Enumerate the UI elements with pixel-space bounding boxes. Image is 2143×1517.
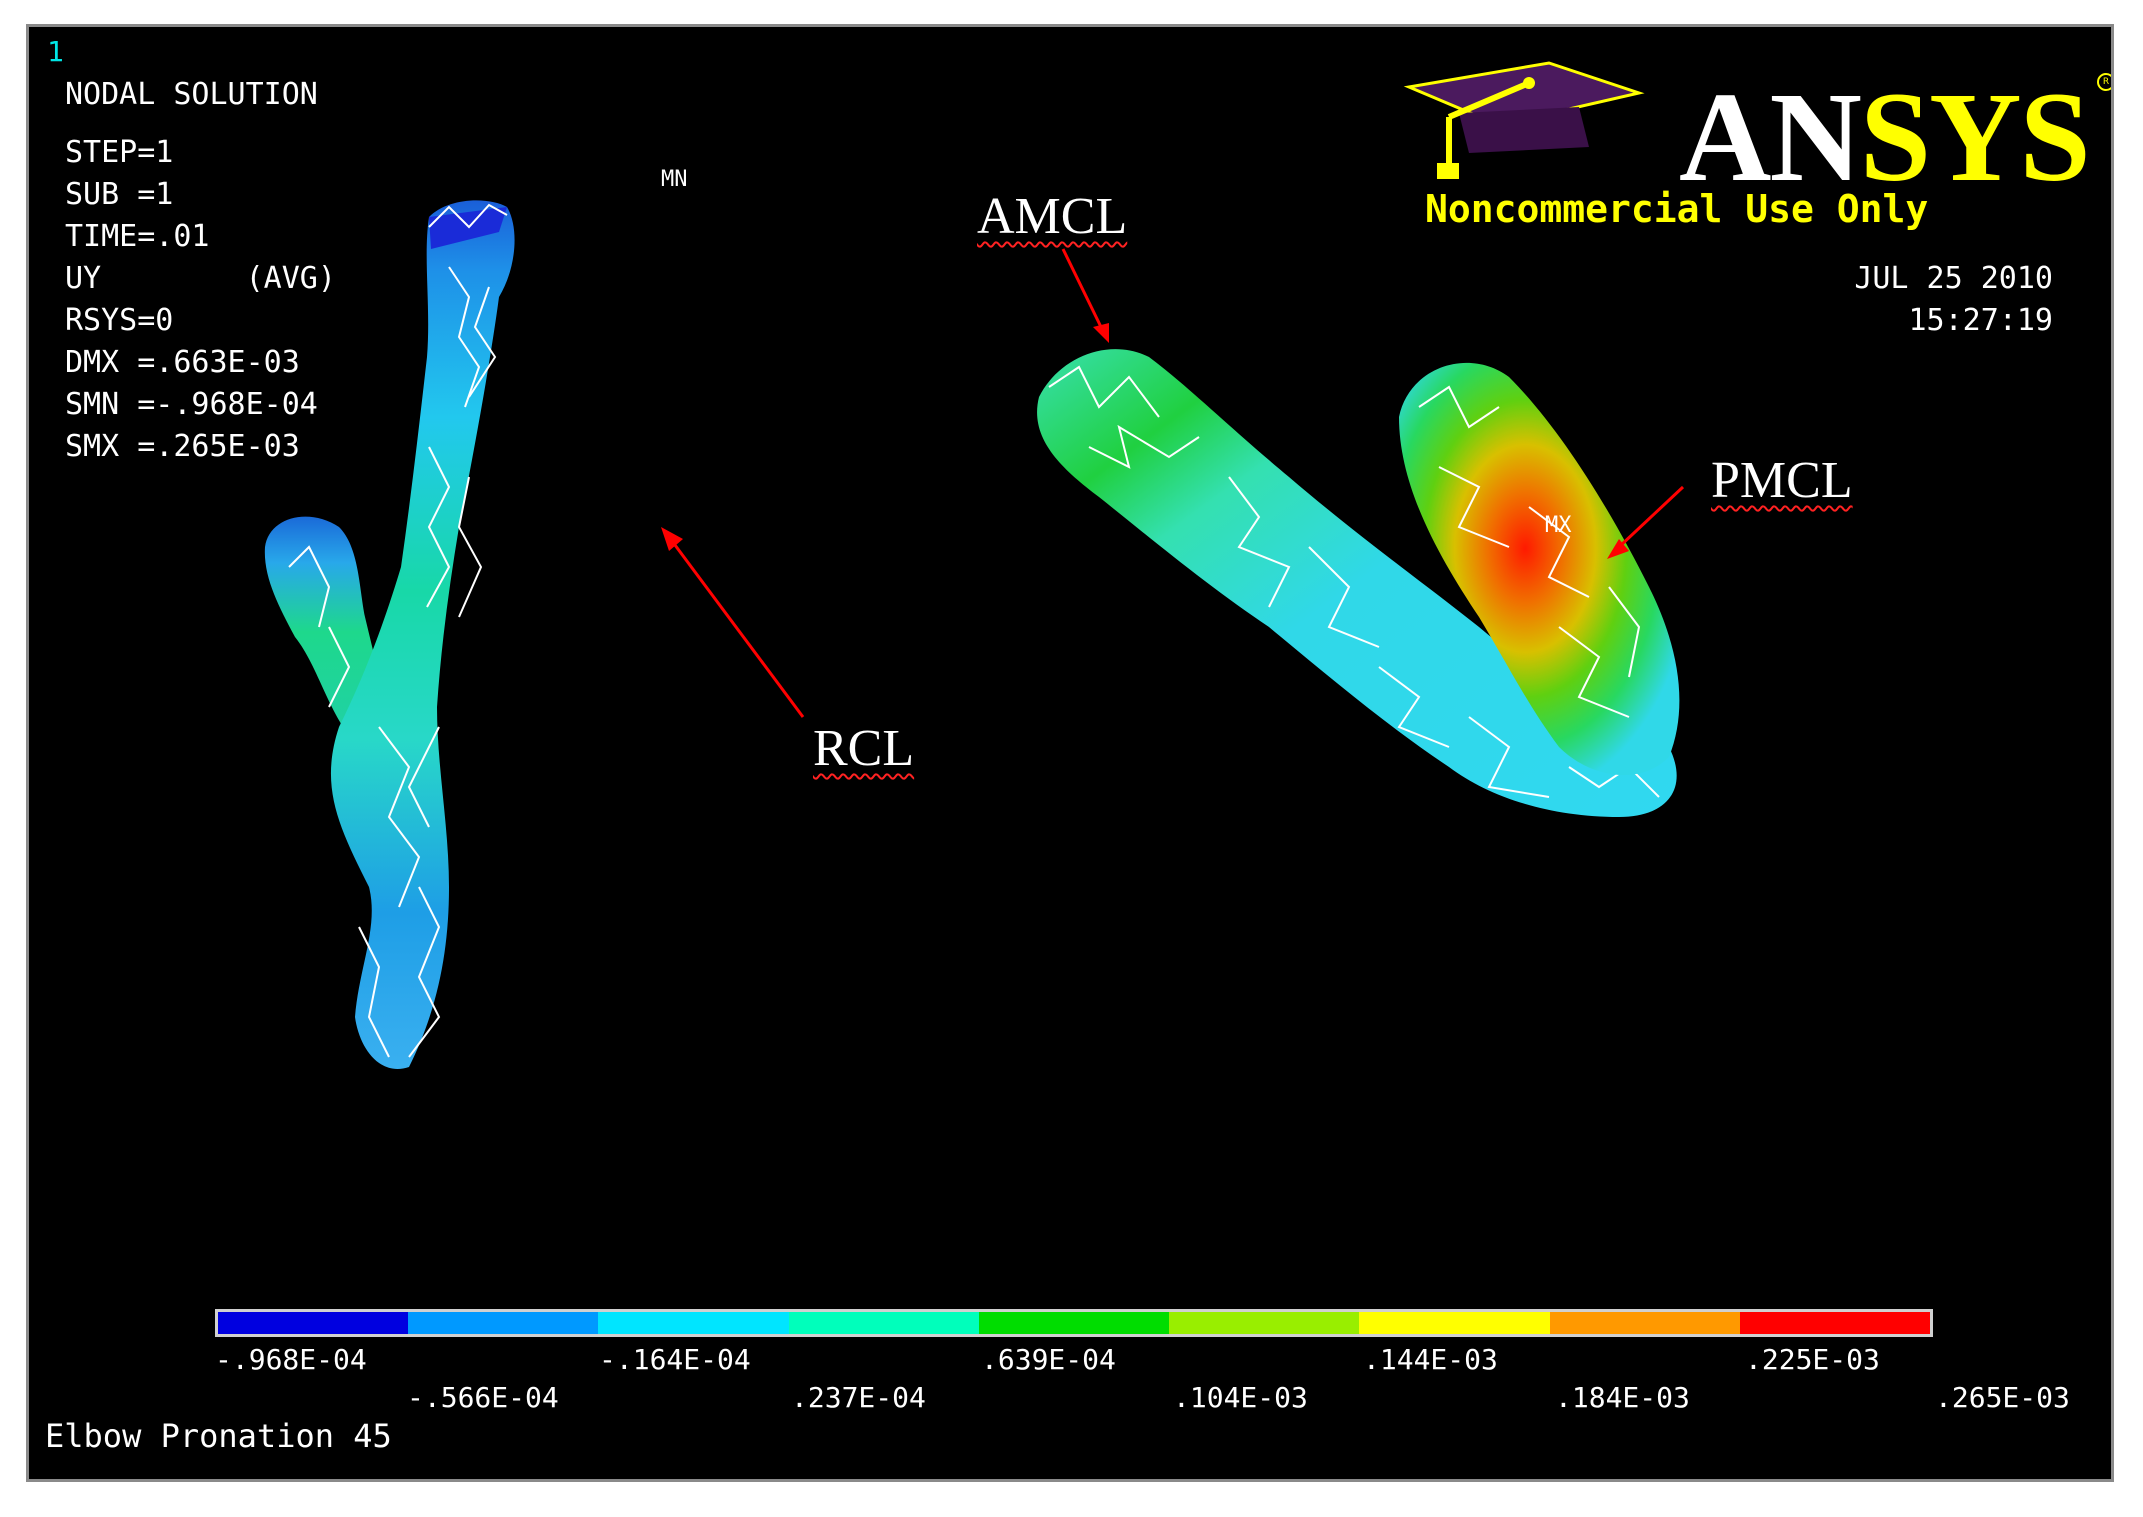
plot-caption: Elbow Pronation 45	[45, 1417, 392, 1455]
legend-tick: .225E-03	[1745, 1343, 1880, 1376]
legend-band-4	[788, 1312, 979, 1334]
legend-band-9	[1739, 1312, 1930, 1334]
rcl-label: RCL	[813, 720, 915, 777]
legend-tick: .265E-03	[1935, 1381, 2070, 1414]
ansys-logo-an: AN	[1679, 66, 1862, 208]
info-dmx: DMX =.663E-03	[65, 345, 300, 380]
legend-band-2	[408, 1312, 599, 1334]
model-canvas	[264, 61, 1685, 1069]
min-marker: MN	[661, 167, 688, 192]
legend-tick: .184E-03	[1555, 1381, 1690, 1414]
legend-tick: -.164E-04	[599, 1343, 751, 1376]
ansys-graphics-window: 1 NODAL SOLUTION STEP=1 SUB =1 TIME=.01 …	[26, 24, 2114, 1482]
plot-date: JUL 25 2010	[1854, 261, 2053, 296]
rcl-arrow	[661, 527, 805, 718]
registered-mark-icon: R	[2097, 73, 2111, 91]
legend-band-6	[1169, 1312, 1360, 1334]
info-result: UY (AVG)	[65, 261, 336, 296]
legend-band-5	[978, 1312, 1170, 1334]
max-marker: MX	[1545, 513, 1572, 538]
info-step: STEP=1	[65, 135, 174, 170]
legend-tick: -.968E-04	[215, 1343, 367, 1376]
ansys-logo-sys: SYS	[1859, 66, 2091, 208]
legend-colorbar	[215, 1309, 1933, 1337]
info-sub: SUB =1	[65, 177, 174, 212]
amcl-arrow	[1061, 248, 1109, 343]
legend-tick: .237E-04	[791, 1381, 926, 1414]
legend-tick: .144E-03	[1363, 1343, 1498, 1376]
pmcl-label: PMCL	[1711, 452, 1853, 509]
info-time: TIME=.01	[65, 219, 210, 254]
noncommercial-notice: Noncommercial Use Only	[1425, 187, 1929, 231]
legend-tick: .639E-04	[981, 1343, 1116, 1376]
graduation-cap-icon	[1403, 61, 1645, 179]
amcl-label: AMCL	[977, 188, 1128, 245]
window-number: 1	[47, 35, 64, 68]
rcl-ligament	[264, 200, 515, 1069]
plot-title: NODAL SOLUTION	[65, 77, 318, 112]
legend-band-3	[598, 1312, 789, 1334]
info-smn: SMN =-.968E-04	[65, 387, 318, 422]
info-rsys: RSYS=0	[65, 303, 174, 338]
pmcl-arrow	[1607, 485, 1685, 559]
legend-tick: .104E-03	[1173, 1381, 1308, 1414]
ansys-logo: ANSYS	[1679, 73, 2091, 201]
plot-time: 15:27:19	[1908, 303, 2054, 338]
legend-band-1	[218, 1312, 409, 1334]
amcl-ligament	[1037, 349, 1677, 817]
info-smx: SMX =.265E-03	[65, 429, 300, 464]
legend-band-8	[1549, 1312, 1740, 1334]
pmcl-ligament	[1399, 362, 1680, 776]
legend-tick: -.566E-04	[407, 1381, 559, 1414]
legend-band-7	[1359, 1312, 1550, 1334]
